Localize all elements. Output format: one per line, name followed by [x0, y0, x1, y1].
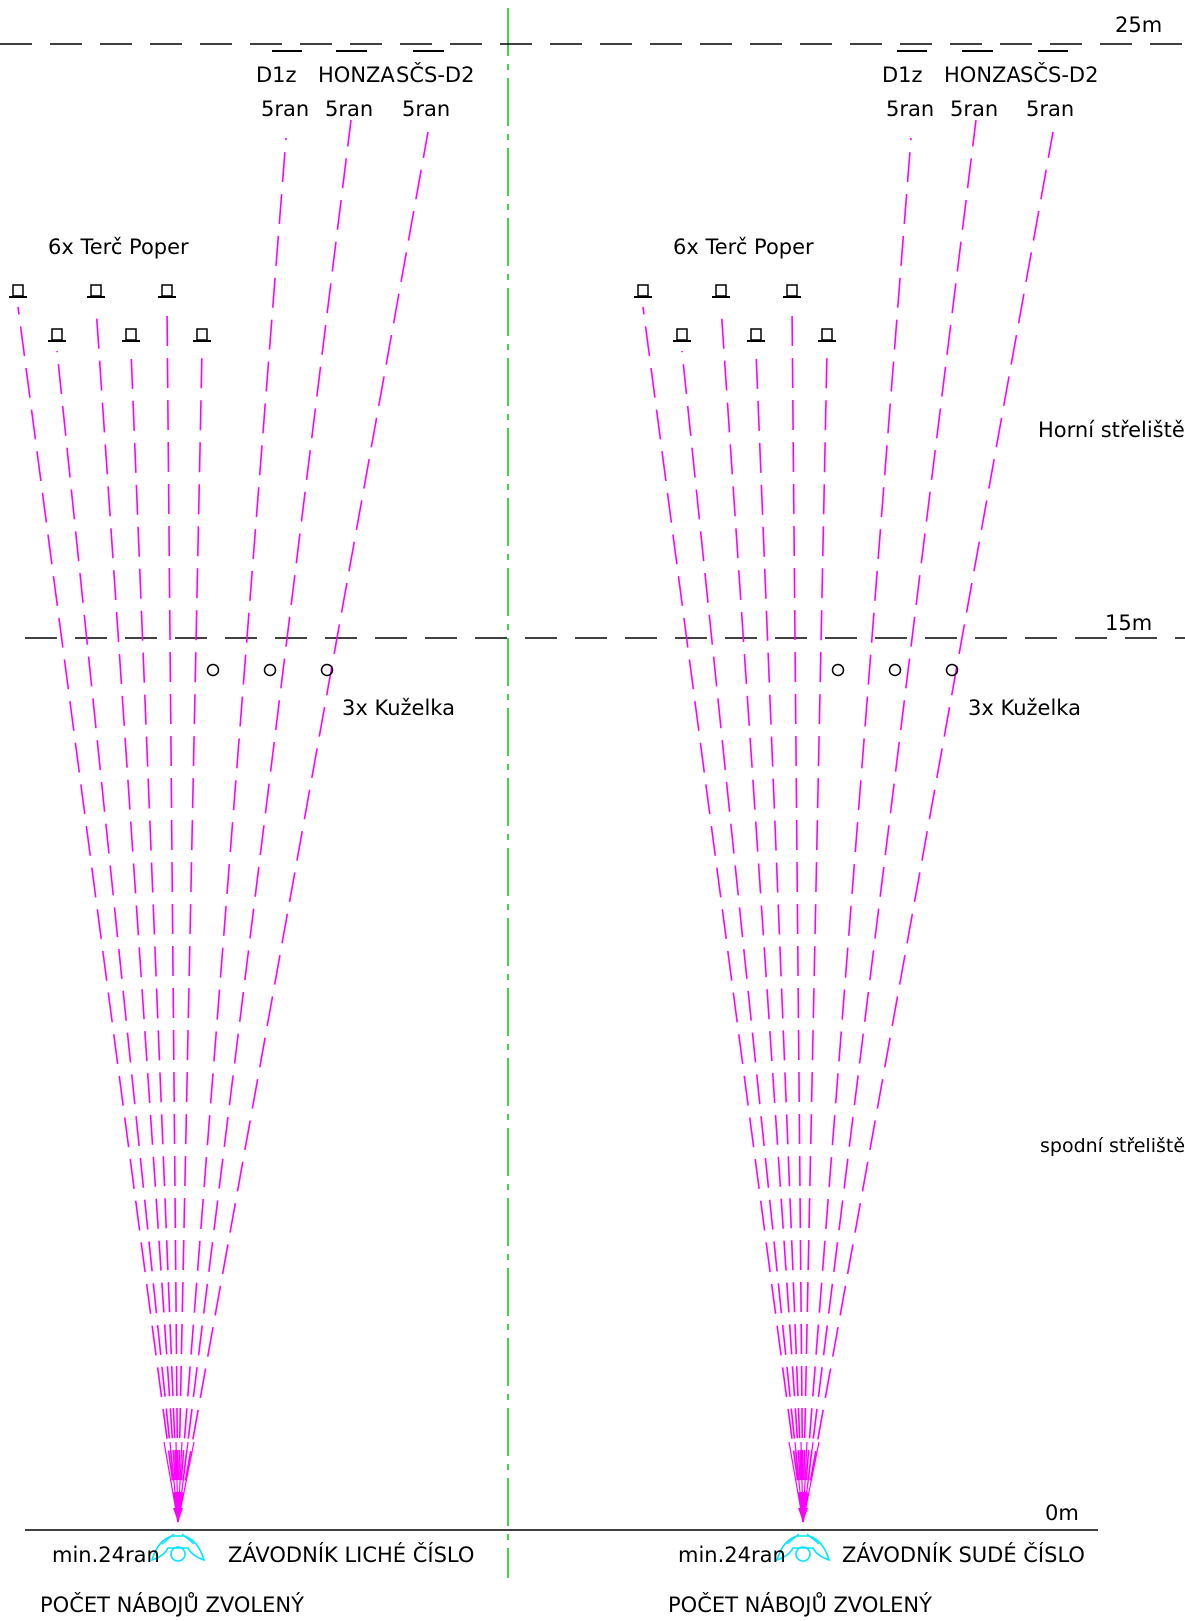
popper-target-icon	[634, 284, 652, 298]
fire-arrowhead	[798, 1508, 808, 1522]
popper-plate	[676, 328, 688, 341]
fire-lines-right	[642, 119, 1054, 1523]
bowling-pin-icon	[206, 663, 220, 677]
fire-line	[177, 350, 203, 1523]
bowling-pin-icon	[945, 663, 959, 677]
weapon-name: D1z	[882, 63, 923, 87]
fire-lines-left	[17, 119, 429, 1523]
pins-left	[206, 663, 334, 677]
popper-plate	[125, 328, 137, 341]
shooter-hands	[161, 1533, 195, 1545]
shooter-head	[170, 1546, 186, 1562]
pins-label: 3x Kuželka	[968, 696, 1081, 720]
distance-label-15m: 15m	[1105, 611, 1152, 635]
shooter-label: ZÁVODNÍK LICHÉ ČÍSLO	[228, 1542, 474, 1567]
fire-line	[802, 137, 912, 1523]
fire-line	[802, 131, 1054, 1523]
weapon-name: SČS-D2	[396, 62, 474, 87]
fire-line	[166, 306, 179, 1523]
popper-target-icon	[747, 328, 765, 342]
shooter-label: ZÁVODNÍK SUDÉ ČÍSLO	[842, 1542, 1085, 1567]
fire-line	[755, 350, 804, 1523]
distance-label-25m: 25m	[1115, 13, 1162, 37]
weapon-shots: 5ran	[950, 97, 998, 121]
fire-line	[177, 137, 287, 1523]
popper-target-icon	[673, 328, 691, 342]
popper-plate	[715, 284, 727, 297]
popper-target-icon	[48, 328, 66, 342]
weapon-name: HONZA	[318, 63, 395, 87]
pins-right	[831, 663, 959, 677]
fire-line	[130, 350, 179, 1523]
popper-target-icon	[193, 328, 211, 342]
popper-plate	[51, 328, 63, 341]
shooter-arms	[775, 1535, 831, 1562]
popper-target-icon	[158, 284, 176, 298]
popper-plate	[12, 284, 24, 297]
distance-label-0m: 0m	[1045, 1501, 1079, 1525]
weapon-shots: 5ran	[402, 97, 450, 121]
poppers-label: 6x Terč Poper	[48, 235, 189, 259]
bowling-pin-icon	[831, 663, 845, 677]
popper-plate	[786, 284, 798, 297]
weapon-shots: 5ran	[1026, 97, 1074, 121]
pins-label: 3x Kuželka	[342, 696, 455, 720]
popper-target-icon	[818, 328, 836, 342]
popper-plate	[821, 328, 833, 341]
bowling-pin-icon	[263, 663, 277, 677]
popper-targets-right	[634, 284, 836, 342]
lane-left: D1z HONZA SČS-D2 5ran 5ran 5ran 6x Terč …	[9, 50, 474, 1617]
shooter-head	[795, 1546, 811, 1562]
shooter-hands	[786, 1533, 820, 1545]
popper-plate	[196, 328, 208, 341]
popper-plate	[750, 328, 762, 341]
popper-target-icon	[9, 284, 27, 298]
fire-arrowhead	[173, 1508, 183, 1522]
popper-targets-left	[9, 284, 211, 342]
weapon-shots: 5ran	[325, 97, 373, 121]
weapon-name: SČS-D2	[1020, 62, 1098, 87]
min-rounds-label: min.24ran	[52, 1543, 160, 1567]
popper-plate	[161, 284, 173, 297]
lane-right: D1z HONZA SČS-D2 5ran 5ran 5ran 6x Terč …	[634, 50, 1098, 1617]
ammo-note: POČET NÁBOJŮ ZVOLENÝ	[668, 1591, 932, 1617]
weapon-shots: 5ran	[886, 97, 934, 121]
zone-label-upper: Horní střeliště	[1038, 418, 1185, 442]
fire-line	[681, 350, 804, 1523]
ammo-note: POČET NÁBOJŮ ZVOLENÝ	[40, 1591, 304, 1617]
fire-line	[56, 350, 179, 1523]
fire-line	[720, 306, 804, 1523]
fire-line	[177, 119, 352, 1523]
bowling-pin-icon	[320, 663, 334, 677]
popper-target-icon	[712, 284, 730, 298]
poppers-label: 6x Terč Poper	[673, 235, 814, 259]
popper-plate	[90, 284, 102, 297]
weapon-name: HONZA	[944, 63, 1021, 87]
popper-target-icon	[122, 328, 140, 342]
fire-line	[802, 119, 977, 1523]
zone-label-lower: spodní střeliště	[1040, 1135, 1185, 1157]
popper-target-icon	[87, 284, 105, 298]
shooter-arms	[150, 1535, 206, 1562]
fire-line	[95, 306, 179, 1523]
weapon-shots: 5ran	[261, 97, 309, 121]
fire-line	[177, 131, 429, 1523]
bowling-pin-icon	[888, 663, 902, 677]
fire-line	[642, 306, 804, 1523]
fire-line	[791, 306, 804, 1523]
fire-line	[802, 350, 828, 1523]
fire-line	[17, 306, 179, 1523]
weapon-name: D1z	[256, 63, 297, 87]
min-rounds-label: min.24ran	[678, 1543, 786, 1567]
popper-plate	[637, 284, 649, 297]
shooter-icon	[775, 1533, 831, 1562]
shooter-icon	[150, 1533, 206, 1562]
popper-target-icon	[783, 284, 801, 298]
